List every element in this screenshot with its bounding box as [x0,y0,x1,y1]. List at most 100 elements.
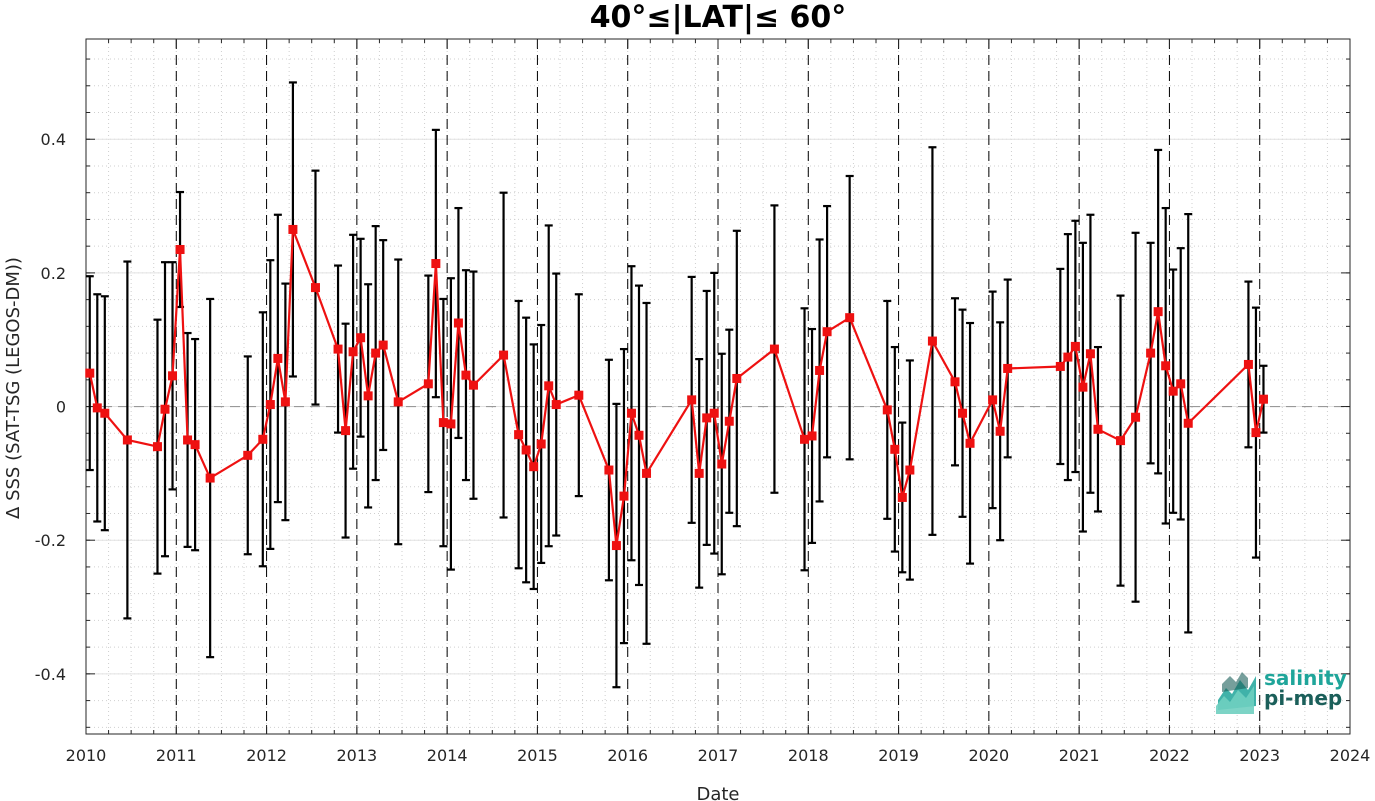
y-tick-label: 0 [56,398,66,417]
data-point [371,348,381,358]
x-tick-label: 2011 [156,746,197,765]
x-tick-label: 2016 [607,746,648,765]
data-point [514,430,524,440]
data-point [905,465,915,475]
data-point [1258,394,1268,404]
salinity-pi-mep-logo: salinity pi-mep [1212,664,1352,720]
data-point [160,404,170,414]
data-point [717,459,727,469]
y-tick-label: 0.4 [41,130,66,149]
data-point [807,431,817,441]
data-point [1243,359,1253,369]
data-point [190,440,200,450]
x-tick-label: 2013 [336,746,377,765]
y-tick-labels: -0.4 -0.2 0 0.2 0.4 [35,130,66,684]
y-axis-title: Δ SSS (SAT-TSG (LEGOS-DM)) [3,257,24,519]
x-tick-label: 2019 [878,746,919,765]
data-point [1251,428,1261,438]
data-point [122,435,132,445]
data-point [642,468,652,478]
data-point [168,371,178,381]
data-point [536,439,546,449]
data-point [574,390,584,400]
data-point [1183,418,1193,428]
data-point [965,438,975,448]
data-point [988,395,998,405]
data-point [175,245,185,255]
chart-title: 40°≤|LAT|≤ 60° [590,0,847,35]
data-point [461,370,471,380]
data-point [619,491,629,501]
x-tick-label: 2012 [246,746,287,765]
data-point [529,462,539,472]
x-tick-label: 2021 [1059,746,1100,765]
data-point [288,224,298,234]
data-point [363,391,373,401]
data-point [1116,436,1126,446]
data-point [702,413,712,423]
data-point [1055,361,1065,371]
series-line [88,229,1265,546]
data-point [446,419,456,429]
data-point [1003,363,1013,373]
data-point [1153,307,1163,317]
data-point [468,380,478,390]
data-point [634,430,644,440]
data-point [611,541,621,551]
data-point [724,416,734,426]
data-point [85,368,95,378]
data-point [1085,349,1095,359]
data-point [1063,352,1073,362]
data-point [950,377,960,387]
x-axis-title: Date [696,784,739,801]
data-point [431,259,441,269]
series-point-layer [85,224,1268,551]
y-tick-label: -0.4 [35,665,66,684]
data-point [356,333,366,343]
data-point [438,418,448,428]
data-point [626,408,636,418]
year-marker-layer [175,39,1261,734]
data-point [393,397,403,407]
y-tick-label: -0.2 [35,531,66,550]
data-point [348,347,358,357]
x-tick-labels: 2010 2011 2012 2013 2014 2015 2016 2017 2018 2019… [66,746,1371,765]
data-point [453,318,463,328]
data-point [521,445,531,455]
data-point [1168,386,1178,396]
data-point [265,400,275,410]
data-point [927,336,937,346]
data-point [800,434,810,444]
data-point [499,350,509,360]
data-point [604,465,614,475]
data-point [378,340,388,350]
data-point [694,468,704,478]
data-point [815,365,825,375]
data-point [1131,412,1141,422]
data-point [243,450,253,460]
y-tick-label: 0.2 [41,264,66,283]
logo-mark-icon [1216,672,1256,714]
error-bar-layer [85,81,1268,689]
data-point [258,434,268,444]
data-point [100,408,110,418]
x-tick-label: 2015 [517,746,558,765]
data-point [1078,382,1088,392]
x-tick-label: 2017 [698,746,739,765]
series-line-layer [88,229,1265,546]
data-point [333,344,343,354]
data-point [310,283,320,293]
data-point [732,373,742,383]
data-point [1146,348,1156,358]
x-tick-label: 2010 [66,746,107,765]
data-point [1093,424,1103,434]
data-point [1176,379,1186,389]
data-point [1070,341,1080,351]
data-point [273,353,283,363]
axes-frame [85,38,1351,735]
x-tick-label: 2014 [427,746,468,765]
data-point [890,444,900,454]
data-point [92,403,102,413]
data-point [958,408,968,418]
